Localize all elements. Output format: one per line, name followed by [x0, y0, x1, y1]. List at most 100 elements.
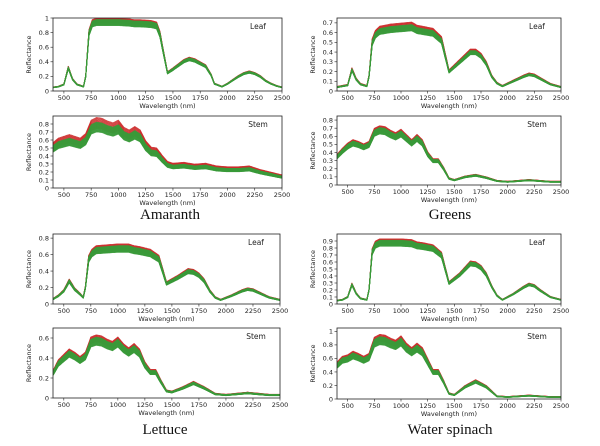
x-tick-label: 500: [341, 94, 353, 102]
spectrum-red-14: [337, 333, 561, 397]
y-axis-label: Reflectance: [309, 131, 317, 169]
x-tick-label: 1500: [446, 188, 463, 196]
y-tick-label: 0.4: [39, 58, 49, 66]
spectrum-green-22: [53, 19, 282, 88]
x-tick-label: 2250: [526, 307, 543, 315]
spectra-greens-leaf: [337, 21, 561, 89]
y-tick-label: 0.6: [39, 44, 49, 52]
x-tick-label: 1250: [419, 402, 436, 410]
y-tick-label: 0.5: [39, 144, 49, 152]
spectrum-red-13: [337, 334, 561, 398]
y-tick-label: 0: [45, 300, 49, 308]
y-tick-label: 0.7: [323, 124, 333, 132]
spectra-amaranth-stem: [53, 117, 282, 179]
x-tick-label: 2000: [218, 401, 235, 409]
x-tick-label: 2500: [553, 307, 570, 315]
y-tick-label: 0.9: [323, 237, 333, 245]
x-axis-label: Wavelength (nm): [421, 196, 477, 204]
spectrum-red-13: [53, 334, 280, 395]
panel-amaranth-stem: 500 750 1000 1250 1500 1750 2000 2250 250000.10.…: [25, 115, 290, 207]
x-tick-label: 2250: [246, 94, 263, 102]
spectrum-red-12: [337, 126, 561, 182]
axes-frame: [52, 115, 283, 189]
y-tick-label: 1: [45, 14, 49, 22]
x-tick-label: 1250: [419, 307, 436, 315]
x-tick-label: 2000: [219, 191, 236, 199]
spectra-lettuce-stem: [53, 334, 280, 397]
panel-label-leaf: Leaf: [248, 238, 264, 247]
y-tick-label: 0.3: [323, 58, 333, 66]
y-tick-label: 0.8: [39, 234, 49, 242]
x-tick-label: 1000: [110, 401, 127, 409]
y-tick-label: 0: [45, 394, 49, 402]
x-tick-label: 500: [58, 94, 70, 102]
x-tick-label: 1250: [137, 401, 154, 409]
y-tick-label: 0: [329, 300, 333, 308]
x-tick-label: 1250: [137, 307, 154, 315]
spectrum-red-11: [337, 126, 561, 182]
panel-label-stem: Stem: [248, 120, 268, 129]
x-axis-label: Wavelength (nm): [421, 410, 477, 418]
x-tick-label: 1750: [473, 307, 490, 315]
x-axis-label: Wavelength (nm): [421, 102, 477, 110]
x-tick-label: 1500: [165, 94, 182, 102]
x-tick-label: 1750: [192, 191, 209, 199]
x-tick-label: 500: [58, 307, 70, 315]
y-tick-label: 0.2: [323, 286, 333, 294]
x-tick-label: 750: [368, 307, 380, 315]
y-tick-label: 0.8: [323, 116, 333, 124]
group-label-amaranth: Amaranth: [140, 207, 200, 223]
spectrum-red-14: [337, 125, 561, 182]
x-tick-label: 1750: [191, 307, 208, 315]
panel-label-leaf: Leaf: [529, 238, 545, 247]
spectrum-red-8: [337, 337, 561, 398]
x-tick-label: 1250: [419, 94, 436, 102]
y-tick-label: 0.7: [323, 251, 333, 259]
x-axis-label: Wavelength (nm): [138, 315, 194, 323]
spectrum-green-20: [337, 337, 561, 398]
spectrum-green-22: [53, 121, 282, 177]
spectrum-green-22: [53, 245, 280, 301]
y-tick-label: 0.5: [323, 141, 333, 149]
y-tick-label: 0.1: [323, 78, 333, 86]
axes-frame: [336, 327, 562, 400]
x-tick-label: 1000: [393, 188, 410, 196]
spectrum-red-14: [53, 117, 282, 176]
y-tick-label: 0.3: [323, 157, 333, 165]
y-tick-label: 0: [329, 181, 333, 189]
y-tick-label: 0.2: [39, 168, 49, 176]
spectrum-green-22: [337, 24, 561, 88]
axes-frame: [336, 115, 562, 186]
y-tick-label: 0.4: [39, 354, 49, 362]
x-tick-label: 1750: [191, 401, 208, 409]
panel-label-leaf: Leaf: [529, 22, 545, 31]
spectra-water-spinach-leaf: [337, 238, 561, 302]
y-tick-label: 0.3: [39, 160, 49, 168]
x-tick-label: 1750: [473, 94, 490, 102]
spectrum-red-14: [53, 334, 280, 395]
y-tick-label: 0.3: [323, 279, 333, 287]
x-tick-label: 750: [85, 401, 97, 409]
x-tick-label: 1000: [110, 191, 127, 199]
x-tick-label: 500: [341, 402, 353, 410]
axes-frame: [52, 233, 281, 305]
x-tick-label: 2250: [245, 307, 262, 315]
y-tick-label: 0.4: [39, 152, 49, 160]
x-tick-label: 750: [368, 402, 380, 410]
y-tick-label: 0.6: [323, 133, 333, 141]
axes-frame: [52, 327, 281, 399]
spectrum-red-8: [337, 127, 561, 183]
y-axis-label: Reflectance: [25, 133, 33, 171]
y-tick-label: 0.8: [39, 120, 49, 128]
y-tick-label: 0.7: [39, 128, 49, 136]
y-tick-label: 0.8: [323, 244, 333, 252]
x-tick-label: 750: [368, 188, 380, 196]
y-tick-label: 0: [329, 87, 333, 95]
x-tick-label: 750: [85, 191, 97, 199]
panel-label-stem: Stem: [527, 120, 547, 129]
group-label-water-spinach: Water spinach: [407, 422, 493, 438]
x-tick-label: 1000: [393, 94, 410, 102]
panel-water-spinach-leaf: 500 750 1000 1250 1500 1750 2000 2250 250000.10.…: [309, 233, 570, 323]
spectrum-red-10: [53, 336, 280, 396]
